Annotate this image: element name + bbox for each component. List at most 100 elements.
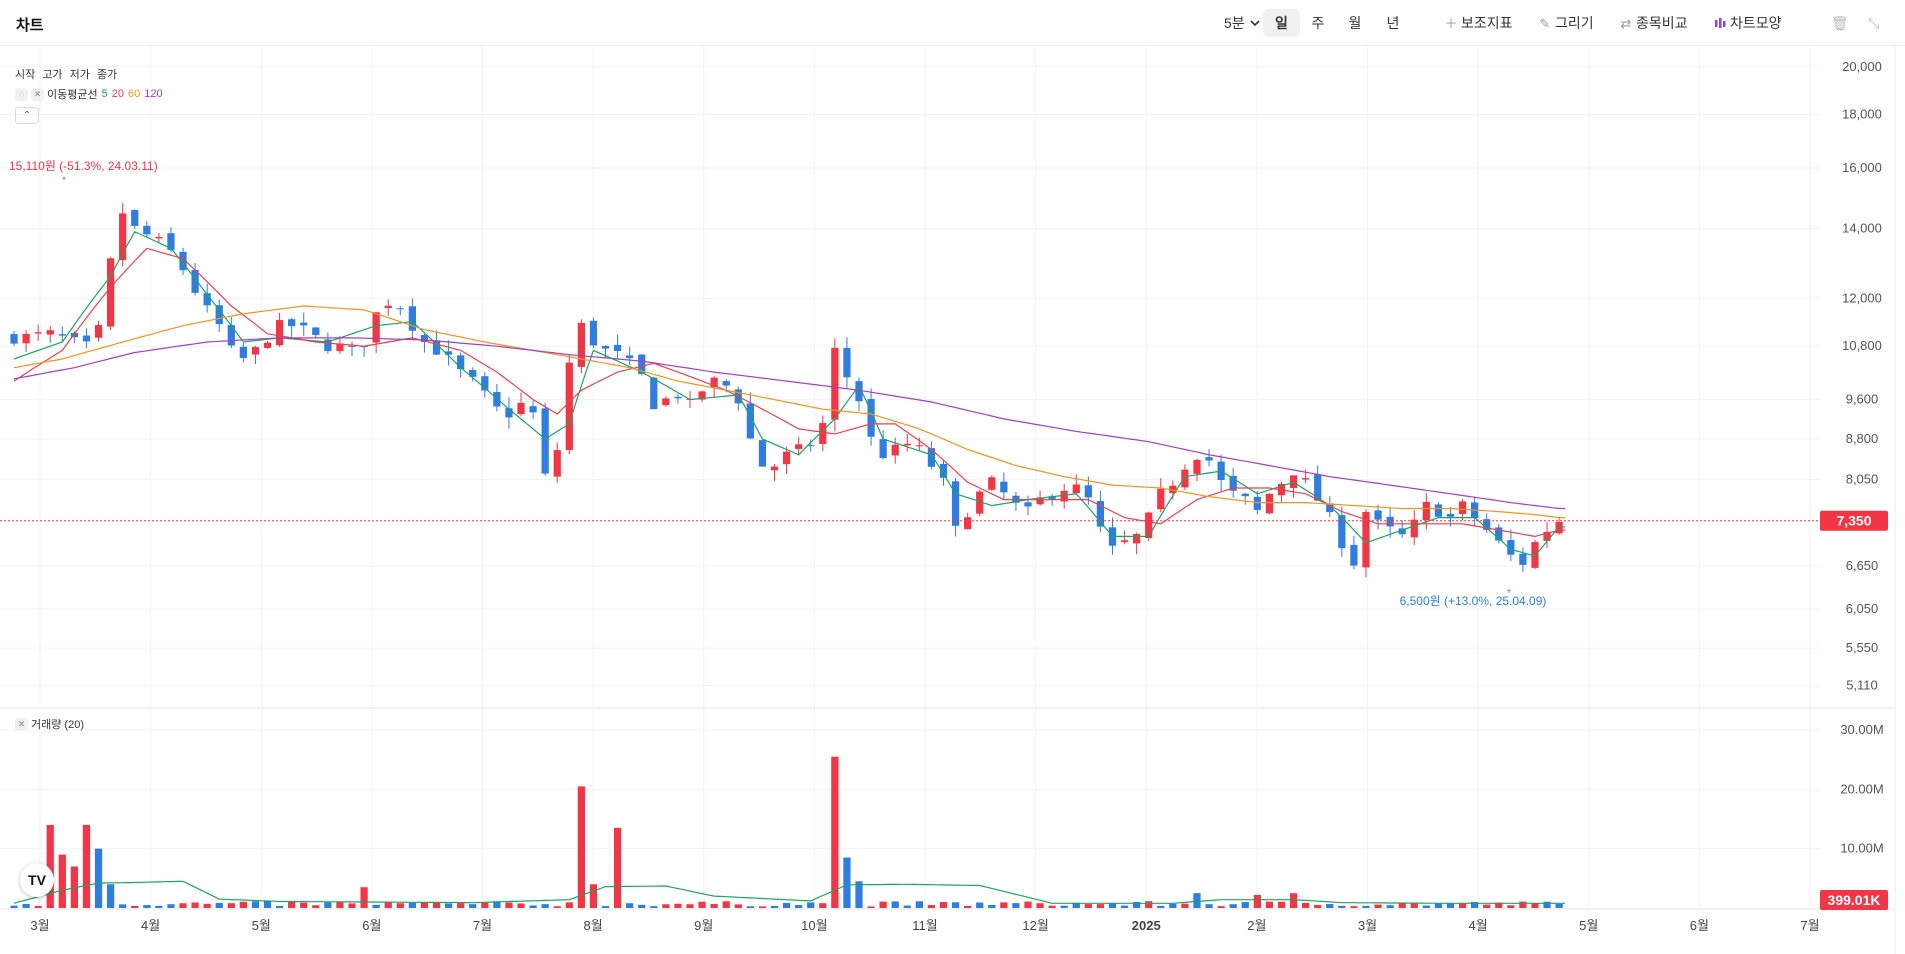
candle-body [1265,493,1274,514]
draw-label: 그리기 [1555,15,1594,31]
volume-bar [203,903,211,908]
candle-body [964,517,972,530]
volume-bar [251,901,260,908]
candle-body [565,362,573,451]
tradingview-logo-icon[interactable]: TV [20,863,54,897]
period-week-button[interactable]: 주 [1303,9,1333,37]
compare-label: 종목비교 [1636,15,1688,31]
candle-body [300,322,308,326]
legend-high: 고가 [42,69,63,81]
candle-body [1422,501,1430,521]
time-tick-label: 5월 [252,918,271,933]
eye-off-icon[interactable]: ◌ [15,87,28,101]
close-icon[interactable]: ✕ [15,717,28,731]
candle-body [251,347,260,355]
candle-body [939,463,948,478]
volume-bar [698,901,706,908]
close-icon[interactable]: ✕ [31,87,44,101]
volume-bar [951,902,960,908]
interval-label: 5분 [1224,15,1245,31]
legend-close: 종가 [96,69,118,81]
volume-bar [469,904,477,908]
candle-body [951,481,960,526]
collapse-window-button[interactable]: ⤡ [1862,9,1885,37]
top-toolbar: 차트 5분 일 주 월 년 ＋ 보조지표 ✎ 그리기 ⇄ 종목비교 차트모양 🗑 ⤡ [0,0,1905,46]
volume-bar [891,901,899,908]
candle-body [577,322,585,367]
trash-icon: 🗑 [1831,15,1849,31]
volume-bar [529,905,537,908]
volume-bar [1398,902,1406,908]
price-tick-label: 6,650 [1846,558,1879,573]
candle-body [927,448,936,467]
volume-bar [1169,903,1177,908]
candle-body [155,237,163,239]
volume-bar [831,756,839,908]
volume-bar [770,905,779,908]
max-marker: * [62,175,66,185]
period-month-button[interactable]: 월 [1340,9,1370,37]
candle-body [1519,553,1527,565]
chevron-down-icon [1249,20,1260,27]
candle-body [1350,544,1358,566]
collapse-legend-button[interactable]: ⌃ [15,107,39,124]
price-tick-label: 18,000 [1842,107,1882,122]
candle-body [324,339,332,352]
candle-body [867,399,875,437]
period-day-button[interactable]: 일 [1263,9,1300,37]
chart-style-label: 차트모양 [1730,15,1782,31]
delete-button[interactable]: 🗑 [1825,9,1855,37]
compare-button[interactable]: ⇄ 종목비교 [1613,9,1694,37]
volume-bar [1470,901,1479,908]
chart-grid [0,46,1905,954]
volume-bar [1326,904,1334,908]
moving-average-lines [0,231,1820,557]
volume-bar [179,903,187,908]
candle-body [758,440,767,467]
draw-button[interactable]: ✎ 그리기 [1532,9,1600,37]
volume-bar [1350,906,1358,908]
min-price-annotation: 6,500원 (+13.0%, 25.04.09) [1400,594,1547,608]
volume-bar [384,902,392,908]
time-tick-label: 2월 [1247,918,1266,933]
time-tick-label: 11월 [912,918,937,933]
volume-bar [674,903,682,908]
candle-body [275,320,284,346]
volume-bar [1120,905,1129,908]
last-price-badge [1820,510,1888,531]
indicator-button[interactable]: ＋ 보조지표 [1438,9,1519,37]
max-price-annotation: 15,110원 (-51.3%, 24.03.11) [9,159,158,173]
candle-body [1157,488,1165,510]
volume-bar [589,884,598,908]
volume-bar [10,905,18,908]
volume-bar [420,902,429,908]
volume-bar [1241,902,1249,908]
volume-bar [553,906,561,908]
stock-chart[interactable]: 5,110 5,550 6,050 6,650 8,050 8,800 9,600 10,80… [0,46,1905,954]
candle-body [1000,481,1008,493]
volume-bar [1024,901,1032,908]
candle-body [674,396,682,399]
candle-body [541,408,549,474]
period-year-button[interactable]: 년 [1378,9,1408,37]
volume-bar [722,901,730,908]
time-tick-label: 10월 [801,918,827,933]
chart-style-button[interactable]: 차트모양 [1707,9,1788,37]
candle-body [1543,531,1551,541]
volume-bar [1265,901,1274,908]
volume-bar [1374,904,1382,908]
candle-body [384,305,392,309]
volume-bar [795,905,803,908]
volume-bar [46,824,54,908]
candle-body [746,403,754,439]
volume-bar [1108,902,1117,908]
candle-body [1048,496,1056,499]
candle-body [782,451,791,465]
interval-dropdown[interactable]: 5분 [1218,9,1267,37]
ma120-label: 120 [144,88,163,100]
volume-bar [662,904,670,908]
volume-bar [855,881,863,908]
candle-body [469,370,477,377]
candle-body [348,345,356,347]
last-price-label: 7,350 [1836,513,1871,529]
